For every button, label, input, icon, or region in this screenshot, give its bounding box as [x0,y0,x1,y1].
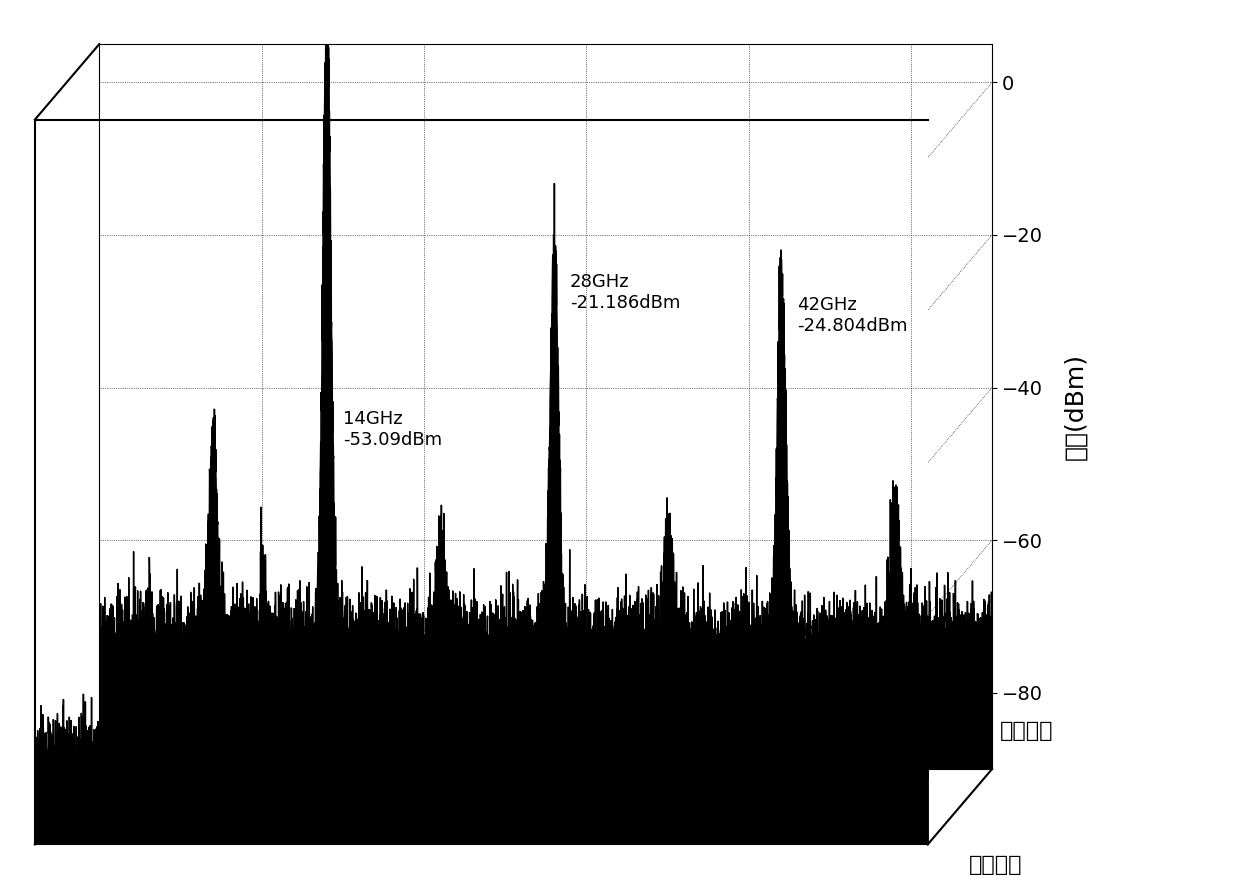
Text: 注入信号: 注入信号 [1001,721,1054,741]
Text: 分频信号: 分频信号 [968,855,1022,874]
Text: 14GHz
-53.09dBm: 14GHz -53.09dBm [342,410,441,448]
Text: 28GHz
-21.186dBm: 28GHz -21.186dBm [570,273,681,312]
Y-axis label: 功率(dBm): 功率(dBm) [1064,353,1087,461]
Text: 42GHz
-24.804dBm: 42GHz -24.804dBm [797,296,908,335]
X-axis label: 频率(GHz): 频率(GHz) [495,812,596,835]
